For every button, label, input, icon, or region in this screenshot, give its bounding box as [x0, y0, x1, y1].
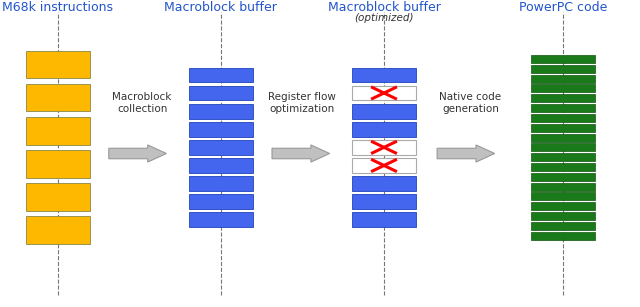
Bar — [531, 65, 595, 73]
Bar — [531, 212, 595, 220]
Bar — [531, 222, 595, 230]
Bar — [531, 183, 595, 191]
Bar — [26, 150, 90, 178]
Bar — [352, 122, 416, 137]
Bar — [189, 122, 253, 137]
Bar — [531, 114, 595, 122]
Bar — [352, 68, 416, 82]
Bar — [531, 124, 595, 132]
Bar — [189, 176, 253, 191]
Bar — [531, 153, 595, 161]
Bar — [189, 194, 253, 209]
Bar — [531, 202, 595, 210]
Bar — [531, 134, 595, 142]
Bar — [26, 216, 90, 244]
Bar — [26, 117, 90, 145]
Bar — [189, 104, 253, 119]
Bar — [352, 86, 416, 100]
Bar — [189, 68, 253, 82]
Text: M68k instructions: M68k instructions — [2, 1, 113, 14]
Bar — [26, 84, 90, 111]
Text: (optimized): (optimized) — [355, 13, 413, 23]
Bar — [352, 176, 416, 191]
Text: Native code
generation: Native code generation — [439, 92, 502, 114]
Bar — [531, 232, 595, 240]
Bar — [531, 104, 595, 112]
Bar — [189, 158, 253, 173]
Bar — [531, 75, 595, 83]
Bar — [189, 86, 253, 100]
Bar — [189, 212, 253, 227]
Text: Macroblock
collection: Macroblock collection — [113, 92, 172, 114]
Text: Macroblock buffer: Macroblock buffer — [328, 1, 440, 14]
Bar — [352, 158, 416, 173]
Polygon shape — [437, 145, 495, 162]
Text: Macroblock buffer: Macroblock buffer — [164, 1, 277, 14]
Bar — [531, 163, 595, 171]
Bar — [352, 194, 416, 209]
Bar — [531, 173, 595, 181]
Polygon shape — [272, 145, 330, 162]
Bar — [352, 140, 416, 155]
Bar — [26, 183, 90, 211]
Bar — [531, 84, 595, 92]
Bar — [531, 143, 595, 151]
Text: PowerPC code: PowerPC code — [519, 1, 607, 14]
Polygon shape — [109, 145, 166, 162]
Bar — [352, 104, 416, 119]
Bar — [531, 192, 595, 200]
Bar — [189, 140, 253, 155]
Bar — [531, 94, 595, 102]
Bar — [352, 212, 416, 227]
Bar — [26, 51, 90, 78]
Text: Register flow
optimization: Register flow optimization — [268, 92, 336, 114]
Bar — [531, 55, 595, 63]
